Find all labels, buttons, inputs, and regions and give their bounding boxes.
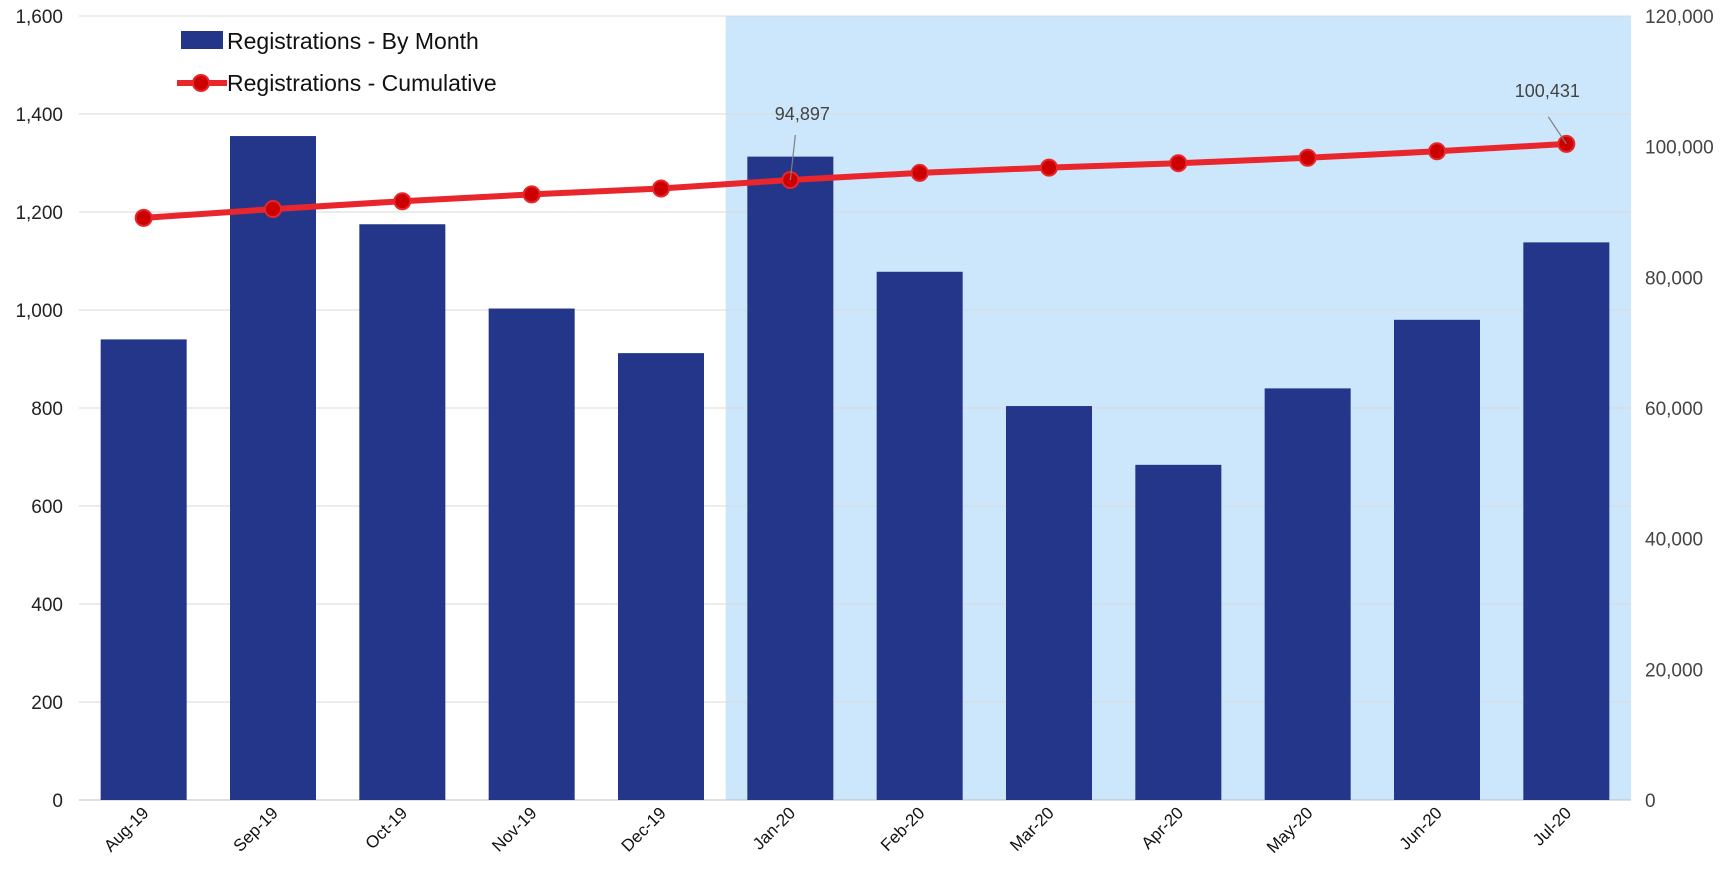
cumulative-line	[143, 140, 1567, 221]
legend-swatch-bar	[181, 31, 223, 49]
bar-nov-19	[488, 308, 575, 800]
legend: Registrations - By Month Registrations -…	[177, 28, 497, 96]
x-tick-jul-20: Jul-20	[1529, 803, 1575, 849]
y2-tick-120-000: 120,000	[1645, 7, 1714, 28]
x-tick-mar-20: Mar-20	[1006, 803, 1058, 855]
y2-tick-0: 0	[1645, 791, 1656, 812]
category-axis: Aug-19 Sep-19 Oct-19 Nov-19 Dec-19 Jan-20 Feb-…	[100, 803, 1575, 857]
x-tick-aug-19: Aug-19	[100, 803, 152, 855]
bar-mar-20	[1005, 406, 1093, 800]
bar-jul-20	[1523, 242, 1610, 800]
bars-layer	[100, 136, 1610, 801]
y-tick-1-200: 1,200	[15, 203, 63, 224]
x-tick-sep-19: Sep-19	[230, 803, 282, 855]
marker-nov-19	[522, 185, 541, 204]
x-tick-dec-19: Dec-19	[618, 803, 670, 855]
y2-tick-40-000: 40,000	[1645, 530, 1703, 551]
x-tick-nov-19: Nov-19	[488, 803, 540, 855]
marker-jun-20	[1428, 142, 1446, 161]
x-tick-jan-20: Jan-20	[749, 803, 799, 853]
marker-apr-20	[1169, 154, 1188, 173]
bar-jun-20	[1393, 319, 1481, 800]
y-tick-1-000: 1,000	[15, 301, 63, 322]
bar-oct-19	[359, 224, 446, 800]
markers-layer	[134, 134, 1576, 227]
data-label-leader-jul-20	[1547, 116, 1567, 145]
legend-label-by-month: Registrations - By Month	[227, 28, 479, 54]
bar-jan-20	[747, 156, 834, 800]
legend-swatch-marker	[192, 74, 210, 92]
y2-tick-20-000: 20,000	[1645, 660, 1703, 681]
y2-tick-60-000: 60,000	[1645, 399, 1703, 420]
x-tick-oct-19: Oct-19	[362, 803, 412, 853]
bar-dec-19	[617, 353, 705, 800]
right-axis: 0 20,000 40,000 60,000 80,000 100,000 120,000	[1645, 7, 1714, 812]
bar-apr-20	[1135, 464, 1222, 800]
marker-mar-20	[1040, 158, 1058, 177]
y2-tick-80-000: 80,000	[1645, 268, 1703, 289]
y2-tick-100-000: 100,000	[1645, 138, 1714, 159]
bar-may-20	[1264, 388, 1351, 800]
marker-may-20	[1298, 148, 1317, 167]
x-tick-jun-20: Jun-20	[1396, 803, 1446, 853]
legend-label-cumulative: Registrations - Cumulative	[227, 70, 497, 96]
y-tick-800: 800	[31, 399, 63, 420]
y-tick-600: 600	[31, 497, 63, 518]
gridlines-layer	[79, 15, 1631, 801]
left-axis: 0 200 400 600 800 1,000 1,200 1,400 1,600	[15, 7, 63, 812]
marker-sep-19	[264, 200, 282, 219]
marker-aug-19	[134, 208, 153, 227]
marker-dec-19	[652, 179, 670, 198]
bar-aug-19	[100, 339, 187, 800]
bar-sep-19	[229, 136, 317, 801]
y-tick-400: 400	[31, 595, 63, 616]
x-tick-apr-20: Apr-20	[1138, 803, 1188, 853]
x-tick-may-20: May-20	[1263, 803, 1317, 857]
y-tick-200: 200	[31, 693, 63, 714]
bar-feb-20	[876, 271, 963, 800]
x-tick-feb-20: Feb-20	[877, 803, 929, 855]
y-tick-1-400: 1,400	[15, 105, 63, 126]
marker-oct-19	[393, 192, 412, 211]
data-label-jul-20: 100,431	[1515, 81, 1580, 101]
data-labels-layer: 94,897 100,431	[775, 81, 1580, 181]
data-label-jan-20: 94,897	[775, 104, 830, 124]
data-label-leader-jan-20	[789, 134, 796, 181]
y-tick-0: 0	[52, 791, 63, 812]
cumulative-line-layer	[143, 140, 1567, 221]
y-tick-1-600: 1,600	[15, 7, 63, 28]
marker-feb-20	[910, 163, 929, 182]
